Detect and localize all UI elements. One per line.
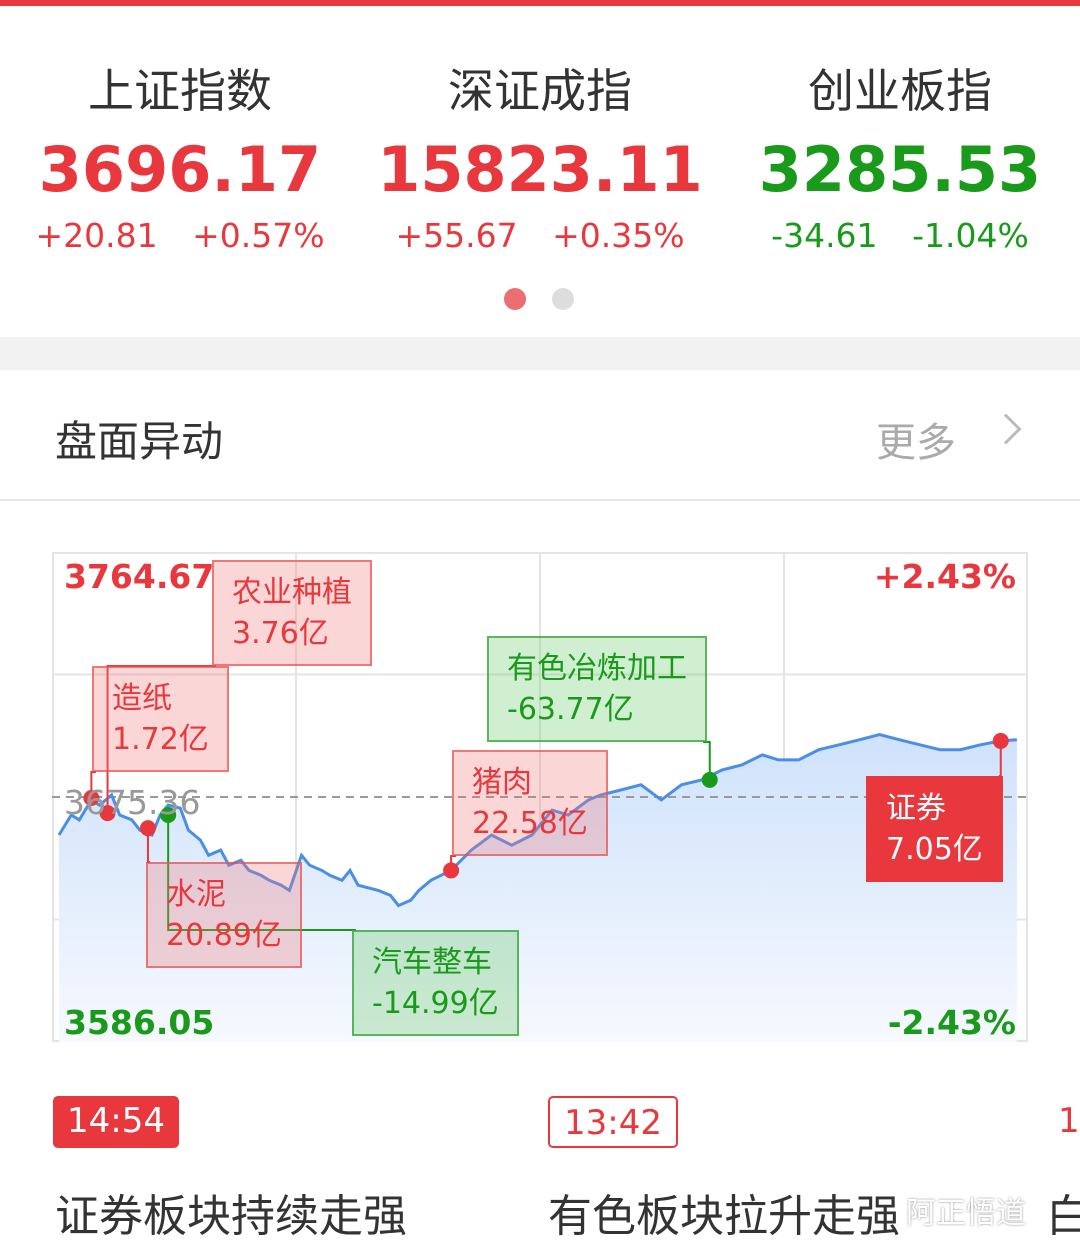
event-amount: 1.72亿 (112, 722, 209, 757)
event-marker[interactable] (83, 789, 100, 806)
divider (0, 499, 1080, 501)
event-marker[interactable] (139, 820, 156, 837)
change-percent: -1.04% (912, 216, 1029, 255)
index-name: 上证指数 (88, 64, 272, 118)
change-amount: -34.61 (771, 216, 878, 255)
event-sector: 有色冶炼加工 (507, 651, 687, 686)
event-connector (90, 771, 96, 798)
event-label[interactable]: 造纸 1.72亿 (92, 666, 229, 772)
event-marker[interactable] (443, 862, 460, 879)
event-label[interactable]: 证券 7.05亿 (866, 776, 1003, 882)
change-amount: +55.67 (395, 216, 518, 255)
event-amount: 3.76亿 (232, 616, 329, 651)
y-min-label: 3586.05 (64, 1003, 215, 1042)
pct-max-label: +2.43% (873, 557, 1016, 596)
news-time[interactable]: 13:42 (548, 1096, 678, 1148)
section-divider (0, 337, 1080, 370)
index-value: 3696.17 (38, 133, 322, 206)
pct-min-label: -2.43% (887, 1003, 1016, 1042)
event-marker[interactable] (160, 806, 177, 823)
event-label[interactable]: 有色冶炼加工 -63.77亿 (487, 636, 707, 742)
event-marker[interactable] (99, 805, 116, 822)
more-link[interactable]: 更多 (876, 420, 956, 466)
y-max-label: 3764.67 (64, 557, 215, 596)
price-line (57, 733, 1018, 908)
event-amount: 22.58亿 (472, 806, 588, 841)
index-change: +55.67 +0.35% (360, 216, 720, 255)
index-card-shenzhen[interactable]: 深证成指 15823.11 +55.67 +0.35% (360, 55, 720, 255)
index-value: 15823.11 (377, 133, 703, 206)
change-amount: +20.81 (35, 216, 158, 255)
event-amount: -14.99亿 (372, 986, 499, 1021)
event-amount: -63.77亿 (507, 692, 634, 727)
event-connector (167, 814, 356, 931)
index-value: 3285.53 (758, 133, 1042, 206)
watermark: 阿正悟道 (906, 1196, 1026, 1231)
event-sector: 水泥 (166, 877, 226, 912)
price-area (59, 734, 1017, 1042)
index-change: -34.61 -1.04% (720, 216, 1080, 255)
event-marker[interactable] (992, 732, 1009, 749)
event-marker[interactable] (701, 771, 718, 788)
event-amount: 20.89亿 (166, 918, 282, 953)
event-label[interactable]: 农业种植 3.76亿 (212, 560, 372, 666)
intraday-chart[interactable] (52, 552, 1028, 1042)
event-sector: 造纸 (112, 681, 172, 716)
top-accent-bar (0, 0, 1080, 6)
pager-dot-active[interactable] (504, 288, 526, 310)
news-title[interactable]: 有色板块拉升走强 (548, 1191, 900, 1242)
pager-dot[interactable] (552, 288, 574, 310)
news-time[interactable]: 1 (1058, 1101, 1080, 1141)
event-sector: 证券 (886, 791, 946, 826)
event-label[interactable]: 猪肉 22.58亿 (452, 750, 608, 856)
event-sector: 猪肉 (472, 765, 532, 800)
event-label[interactable]: 汽车整车 -14.99亿 (352, 930, 519, 1036)
event-sector: 农业种植 (232, 575, 352, 610)
index-name: 深证成指 (448, 64, 632, 118)
event-sector: 汽车整车 (372, 945, 492, 980)
news-title[interactable]: 证券板块持续走强 (55, 1191, 407, 1242)
index-change: +20.81 +0.57% (0, 216, 360, 255)
news-time-active[interactable]: 14:54 (53, 1096, 179, 1148)
change-percent: +0.35% (552, 216, 685, 255)
pager-dots[interactable] (504, 288, 574, 310)
change-percent: +0.57% (192, 216, 325, 255)
section-title: 盘面异动 (55, 417, 224, 466)
event-label[interactable]: 水泥 20.89亿 (146, 862, 302, 968)
index-card-chinext[interactable]: 创业板指 3285.53 -34.61 -1.04% (720, 55, 1080, 255)
chevron-right-icon[interactable] (990, 413, 1022, 445)
event-amount: 7.05亿 (886, 832, 983, 867)
event-connector (703, 741, 711, 780)
reference-label: 3675.36 (64, 783, 201, 822)
news-title[interactable]: 白 (1046, 1191, 1080, 1242)
index-name: 创业板指 (808, 64, 992, 118)
index-card-shanghai[interactable]: 上证指数 3696.17 +20.81 +0.57% (0, 55, 360, 255)
